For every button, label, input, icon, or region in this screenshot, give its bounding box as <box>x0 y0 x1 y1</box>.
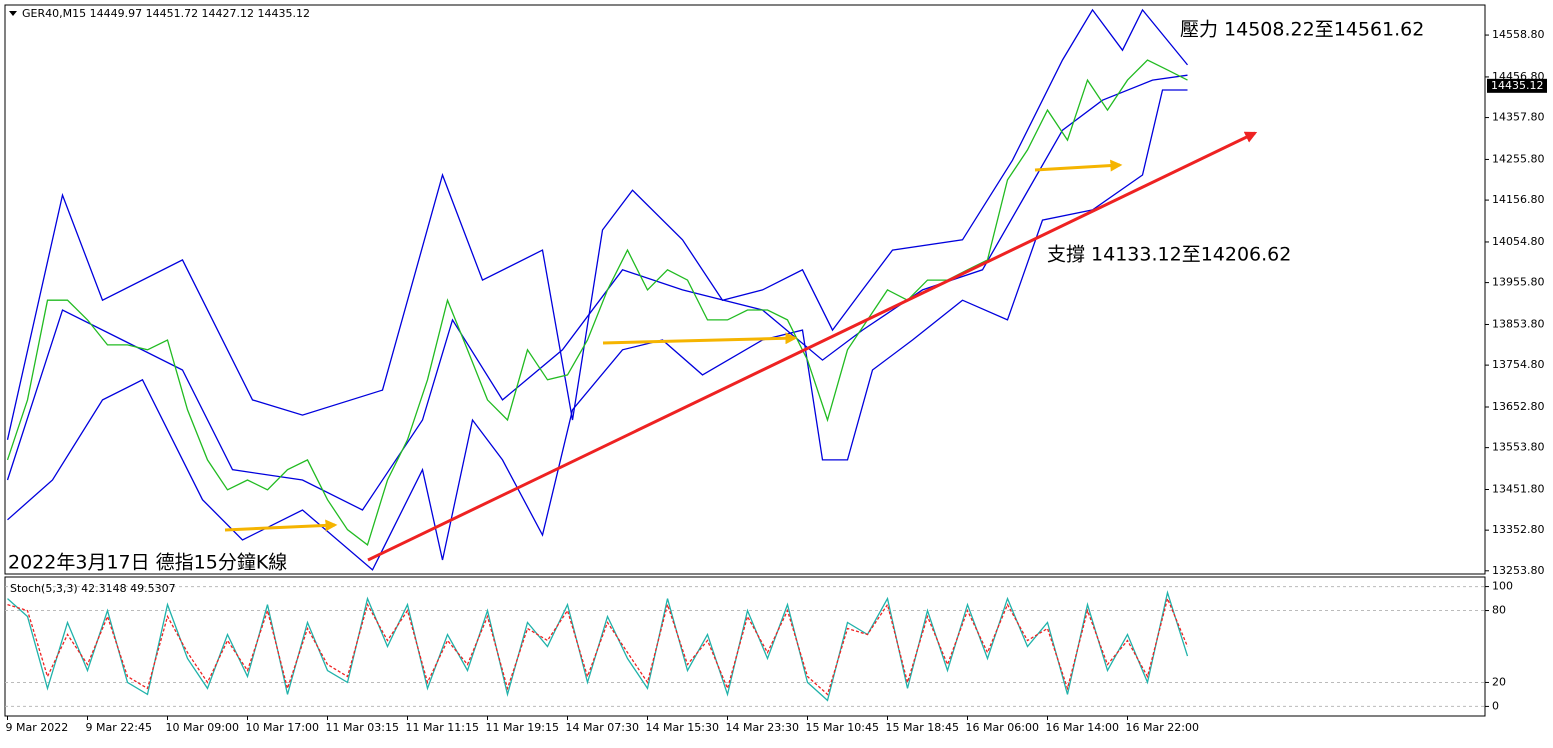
x-tick-label: 16 Mar 06:00 <box>966 721 1039 734</box>
x-tick-label: 11 Mar 19:15 <box>486 721 559 734</box>
arrow <box>224 519 338 532</box>
y-tick-label: 13253.80 <box>1492 564 1545 577</box>
y-tick-label: 14255.80 <box>1492 152 1545 165</box>
y-tick-label: 13955.80 <box>1492 276 1545 289</box>
series-line <box>7 89 1188 571</box>
y-tick-label: 80 <box>1492 604 1506 617</box>
x-tick-label: 10 Mar 17:00 <box>246 721 319 734</box>
stoch-title: Stoch(5,3,3) 42.3148 49.5307 <box>10 582 176 595</box>
menu-icon[interactable] <box>9 11 17 16</box>
x-tick-label: 15 Mar 18:45 <box>886 721 959 734</box>
series-line <box>6 74 1188 511</box>
y-tick-label: 13754.80 <box>1492 358 1545 371</box>
x-tick-label: 9 Mar 2022 <box>6 721 69 734</box>
x-tick-label: 14 Mar 07:30 <box>566 721 639 734</box>
y-tick-label: 13652.80 <box>1492 400 1545 413</box>
x-tick-label: 14 Mar 15:30 <box>646 721 719 734</box>
resistance-note: 壓力 14508.22至14561.62 <box>1180 19 1424 41</box>
series-line <box>6 59 1188 546</box>
y-tick-label: 100 <box>1492 580 1513 593</box>
y-tick-label: 0 <box>1492 699 1499 712</box>
y-tick-label: 13451.80 <box>1492 483 1545 496</box>
series-line <box>7 596 1189 696</box>
plot: 14558.8014456.8014357.8014255.8014156.80… <box>5 8 1547 734</box>
x-tick-label: 16 Mar 22:00 <box>1126 721 1199 734</box>
arrow <box>602 332 798 345</box>
support-note: 支撐 14133.12至14206.62 <box>1047 244 1291 266</box>
y-tick-label: 13352.80 <box>1492 523 1545 536</box>
arrow <box>1034 159 1123 172</box>
main-title: GER40,M15 14449.97 14451.72 14427.12 144… <box>22 7 310 20</box>
x-tick-label: 16 Mar 14:00 <box>1046 721 1119 734</box>
y-tick-label: 13553.80 <box>1492 441 1545 454</box>
x-tick-label: 11 Mar 03:15 <box>326 721 399 734</box>
last-price-label: 14435.12 <box>1491 79 1544 92</box>
x-tick-label: 14 Mar 23:30 <box>726 721 799 734</box>
x-tick-label: 9 Mar 22:45 <box>86 721 152 734</box>
series-line <box>6 8 1189 440</box>
stoch-panel <box>4 576 1486 717</box>
y-tick-label: 14054.80 <box>1492 235 1545 248</box>
x-tick-label: 11 Mar 11:15 <box>406 721 479 734</box>
trend-arrow <box>367 131 1258 562</box>
main-panel <box>4 4 1486 575</box>
last-price-tag <box>1487 78 1547 93</box>
x-tick-label: 10 Mar 09:00 <box>166 721 239 734</box>
y-tick-label: 13853.80 <box>1492 317 1545 330</box>
y-tick-label: 14156.80 <box>1492 193 1545 206</box>
caption: 2022年3月17日 德指15分鐘K線 <box>8 552 287 574</box>
y-tick-label: 20 <box>1492 675 1506 688</box>
y-tick-label: 14357.80 <box>1492 111 1545 124</box>
x-tick-label: 15 Mar 10:45 <box>806 721 879 734</box>
y-tick-label: 14558.80 <box>1492 28 1545 41</box>
